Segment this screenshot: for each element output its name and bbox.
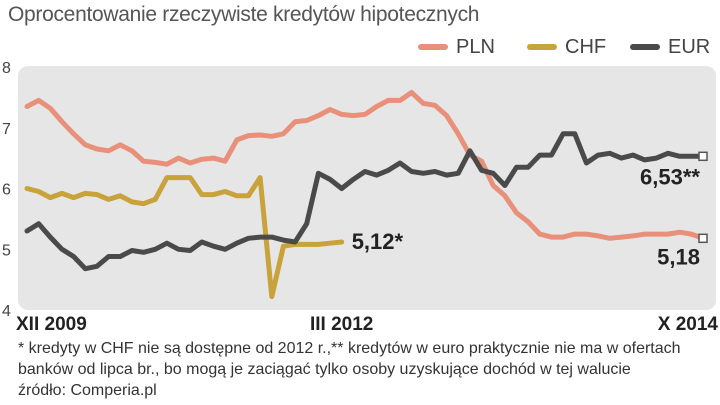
chart-title: Oprocentowanie rzeczywiste kredytów hipo…	[8, 3, 480, 26]
legend-swatch-eur	[630, 44, 660, 50]
legend-label-chf: CHF	[565, 35, 607, 58]
end-marker-eur	[698, 151, 708, 162]
footnote: * kredyty w CHF nie są dostępne od 2012 …	[18, 338, 718, 401]
legend-label-eur: EUR	[668, 35, 711, 58]
y-tick-label-4: 4	[2, 303, 11, 320]
end-label-chf: 5,12*	[352, 229, 404, 254]
legend-label-pln: PLN	[456, 35, 495, 58]
legend-item-eur: EUR	[630, 34, 710, 60]
plot-area	[18, 66, 716, 310]
y-tick-label-5: 5	[2, 242, 11, 259]
y-tick-label-8: 8	[2, 60, 11, 77]
y-tick-label-7: 7	[2, 121, 11, 138]
series-line-eur	[24, 131, 706, 272]
end-label-eur: 6,53**	[640, 164, 700, 189]
footnote-line-2: banków od lipca br., bo mogą je zaciągać…	[18, 361, 631, 378]
legend-item-chf: CHF	[527, 34, 606, 60]
source-note: źródło: Comperia.pl	[18, 382, 157, 399]
y-tick-label-6: 6	[2, 182, 11, 199]
legend-swatch-pln	[418, 44, 448, 50]
legend-item-pln: PLN	[418, 34, 495, 60]
x-tick-label-0: XII 2009	[16, 314, 87, 335]
x-tick-label-1: III 2012	[310, 314, 373, 335]
legend-swatch-chf	[527, 44, 557, 50]
footnote-line-1: * kredyty w CHF nie są dostępne od 2012 …	[18, 340, 681, 357]
legend: PLN CHF EUR	[0, 34, 720, 60]
line-chart: 4 5 6 7 8 XII 2009 III 2012 X 2014 5,18 5,12* 6,53…	[2, 60, 719, 335]
end-marker-pln	[698, 233, 708, 244]
end-label-pln: 5,18	[657, 244, 700, 269]
series-line-chf	[24, 175, 345, 300]
x-tick-label-2: X 2014	[658, 314, 719, 335]
series-line-pln	[24, 90, 706, 241]
